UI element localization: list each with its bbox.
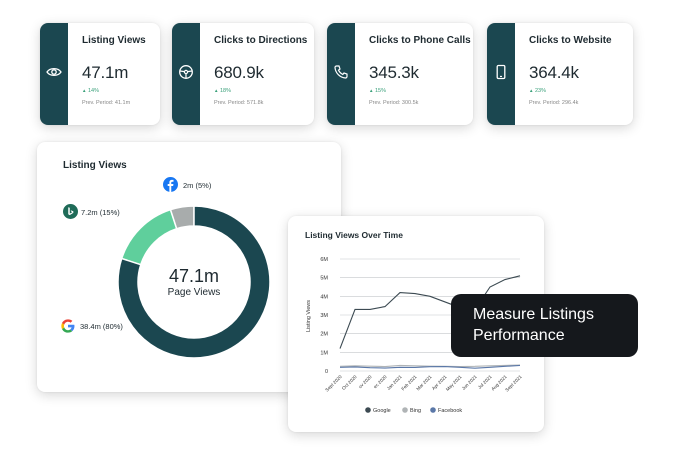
donut-slice-label-bing: 7.2m (15%) bbox=[81, 208, 120, 217]
x-tick-label: Jun 2021 bbox=[461, 374, 478, 391]
donut-slice-label-facebook: 2m (5%) bbox=[183, 181, 212, 190]
donut-title: Listing Views bbox=[63, 160, 127, 171]
x-tick-label: Sept 2021 bbox=[504, 374, 523, 393]
y-tick-label: 3M bbox=[320, 313, 328, 319]
donut-center-label: Page Views bbox=[168, 287, 221, 298]
kpi-value: 364.4k bbox=[529, 63, 579, 82]
kpi-card-clicks-to-website[interactable]: Clicks to Website 364.4k 23% Prev. Perio… bbox=[487, 23, 633, 125]
steering-wheel-icon bbox=[179, 65, 193, 79]
legend-label-google: Google bbox=[373, 408, 391, 414]
kpi-change: 18% bbox=[214, 88, 231, 94]
donut-slice-label-google: 38.4m (80%) bbox=[80, 322, 123, 331]
kpi-icon-strip bbox=[172, 23, 200, 125]
phone-icon bbox=[334, 65, 348, 79]
kpi-prev-period: Prev. Period: 571.8k bbox=[214, 100, 264, 106]
x-tick-label: Oct 2020 bbox=[341, 374, 358, 391]
y-tick-label: 1M bbox=[320, 350, 328, 356]
series-line-facebook bbox=[339, 364, 521, 369]
eye-icon bbox=[46, 67, 62, 77]
line-chart-ylabel: Listing Views bbox=[306, 300, 312, 332]
kpi-icon-strip bbox=[327, 23, 355, 125]
kpi-title: Clicks to Directions bbox=[214, 35, 308, 46]
kpi-change: 23% bbox=[529, 88, 546, 94]
y-tick-label: 4M bbox=[320, 294, 328, 300]
kpi-icon-strip bbox=[487, 23, 515, 125]
y-tick-label: 5M bbox=[320, 276, 328, 282]
kpi-value: 47.1m bbox=[82, 63, 129, 82]
kpi-change: 14% bbox=[82, 88, 99, 94]
donut-center-value: 47.1m bbox=[169, 266, 219, 286]
kpi-change: 15% bbox=[369, 88, 386, 94]
kpi-title: Listing Views bbox=[82, 35, 146, 46]
measure-listings-callout: Measure Listings Performance bbox=[451, 294, 638, 357]
line-chart-legend: Google Bing Facebook bbox=[365, 407, 462, 414]
kpi-value: 680.9k bbox=[214, 63, 264, 82]
callout-line-1: Measure Listings bbox=[473, 306, 594, 323]
x-tick-label: ov 2020 bbox=[358, 374, 373, 389]
x-tick-label: Sept 2020 bbox=[324, 374, 343, 393]
callout-line-2: Performance bbox=[473, 327, 565, 344]
kpi-prev-period: Prev. Period: 300.5k bbox=[369, 100, 419, 106]
line-chart-title: Listing Views Over Time bbox=[305, 230, 403, 240]
kpi-value: 345.3k bbox=[369, 63, 419, 82]
legend-swatch-bing bbox=[402, 407, 408, 413]
kpi-icon-strip bbox=[40, 23, 68, 125]
bing-icon bbox=[63, 204, 78, 219]
series-line-bing bbox=[339, 364, 521, 368]
x-tick-label: May 2021 bbox=[445, 374, 463, 392]
kpi-title: Clicks to Phone Calls bbox=[369, 35, 471, 46]
legend-label-facebook: Facebook bbox=[438, 408, 462, 414]
kpi-prev-period: Prev. Period: 41.1m bbox=[82, 100, 131, 106]
y-tick-label: 2M bbox=[320, 332, 328, 338]
google-icon bbox=[61, 319, 75, 333]
kpi-title: Clicks to Website bbox=[529, 35, 612, 46]
kpi-prev-period: Prev. Period: 296.4k bbox=[529, 100, 579, 106]
legend-swatch-facebook bbox=[430, 407, 436, 413]
legend-swatch-google bbox=[365, 407, 371, 413]
series-line-google bbox=[339, 275, 521, 349]
y-tick-label: 0 bbox=[325, 369, 328, 375]
kpi-card-clicks-to-directions[interactable]: Clicks to Directions 680.9k 18% Prev. Pe… bbox=[172, 23, 314, 125]
facebook-icon bbox=[163, 177, 178, 192]
kpi-card-listing-views[interactable]: Listing Views 47.1m 14% Prev. Period: 41… bbox=[40, 23, 160, 125]
donut-slice-bing bbox=[120, 208, 178, 266]
donut-slice-google bbox=[117, 205, 271, 359]
y-tick-label: 6M bbox=[320, 257, 328, 263]
x-tick-label: Mar 2021 bbox=[415, 374, 433, 392]
donut-chart: 47.1m Page Views bbox=[117, 205, 271, 359]
mobile-icon bbox=[496, 64, 506, 80]
kpi-card-clicks-to-phone-calls[interactable]: Clicks to Phone Calls 345.3k 15% Prev. P… bbox=[327, 23, 473, 125]
legend-label-bing: Bing bbox=[410, 408, 421, 414]
